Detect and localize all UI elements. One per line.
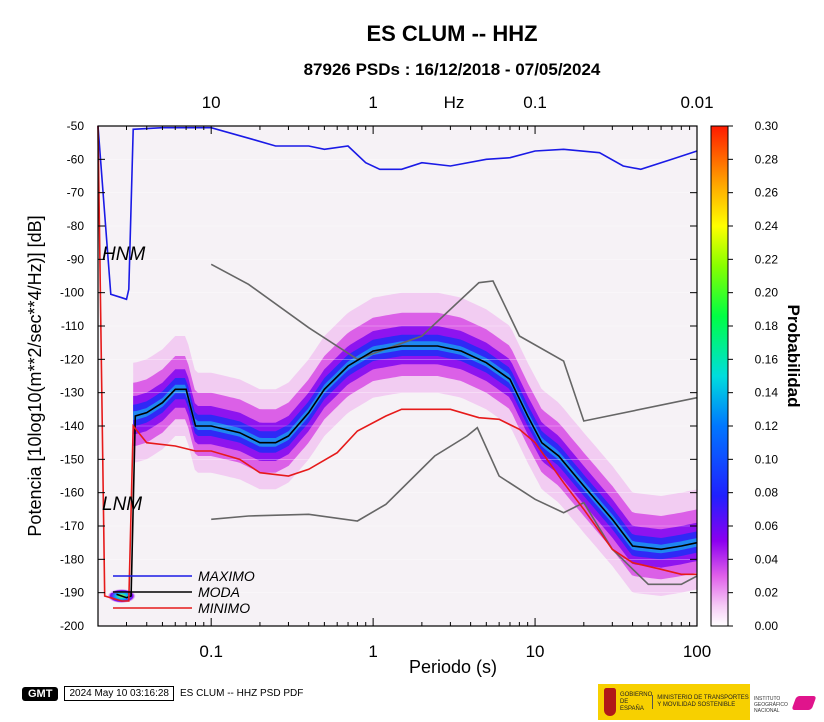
x-tick-label: 1 <box>368 642 377 661</box>
ign-name: INSTITUTO GEOGRÁFICO NACIONAL <box>754 696 788 714</box>
series-moda-line <box>116 345 698 599</box>
y-tick-label: -80 <box>67 219 85 233</box>
legend-label-maximo: MAXIMO <box>198 568 255 584</box>
colorbar-tick-label: 0.14 <box>755 386 779 400</box>
y-tick-label: -180 <box>60 552 84 566</box>
chart-title: ES CLUM -- HHZ <box>366 21 537 46</box>
axes: 0.1 1 10 100 10 1 0.1 0.01 -200 -190 -180 -170 -160 -… <box>60 93 714 661</box>
coat-of-arms-icon <box>604 688 616 716</box>
y-axis-label: Potencia [10log10(m**2/sec**4/Hz)] [dB] <box>25 215 45 536</box>
colorbar-tick-label: 0.10 <box>755 452 779 466</box>
top-tick-label: 10 <box>202 93 221 112</box>
series-maximo-line <box>97 125 698 301</box>
x-tick-label: 100 <box>683 642 711 661</box>
colorbar-tick-label: 0.28 <box>755 152 779 166</box>
colorbar-tick-label: 0.08 <box>755 486 779 500</box>
timestamp: 2024 May 10 03:16:28 <box>64 686 174 701</box>
legend-label-minimo: MINIMO <box>198 600 250 616</box>
colorbar-tick-label: 0.20 <box>755 286 779 300</box>
y-tick-label: -170 <box>60 519 84 533</box>
colorbar-tick-label: 0.02 <box>755 586 779 600</box>
y-tick-label: -120 <box>60 352 84 366</box>
y-tick-label: -130 <box>60 386 84 400</box>
top-tick-label: 0.1 <box>523 93 547 112</box>
colorbar-tick-label: 0.12 <box>755 419 779 433</box>
hnm-label: HNM <box>102 244 145 265</box>
top-tick-label: 1 <box>368 93 377 112</box>
legend: MAXIMO MODA MINIMO <box>113 568 255 616</box>
ign-logo: INSTITUTO GEOGRÁFICO NACIONAL <box>750 684 824 720</box>
y-tick-label: -110 <box>61 319 84 333</box>
ministry-name: MINISTERIO DE TRANSPORTES Y MOVILIDAD SO… <box>652 695 750 709</box>
hnm-curve <box>210 263 698 422</box>
colorbar-tick-label: 0.04 <box>755 552 779 566</box>
y-tick-label: -50 <box>67 119 85 133</box>
colorbar-tick-label: 0.06 <box>755 519 779 533</box>
colorbar-tick-label: 0.24 <box>755 219 779 233</box>
series-lines <box>97 125 698 602</box>
y-tick-label: -70 <box>67 186 85 200</box>
y-tick-label: -160 <box>60 486 84 500</box>
top-axis-hz-label: Hz <box>444 93 465 112</box>
gov-line2: DE ESPAÑA <box>619 698 644 712</box>
colorbar-label: Probabilidad <box>784 305 803 408</box>
y-tick-label: -100 <box>60 286 84 300</box>
gov-line1: GOBIERNO <box>619 691 653 698</box>
pdf-density-band <box>133 334 697 560</box>
chart-subtitle: 87926 PSDs : 16/12/2018 - 07/05/2024 <box>304 60 601 79</box>
government-logo: GOBIERNO DE ESPAÑA MINISTERIO DE TRANSPO… <box>598 684 750 720</box>
footer-caption: ES CLUM -- HHZ PSD PDF <box>179 688 304 699</box>
colorbar-tick-label: 0.26 <box>755 186 779 200</box>
y-tick-label: -190 <box>60 586 84 600</box>
y-tick-label: -150 <box>60 452 84 466</box>
gov-name: GOBIERNO DE ESPAÑA <box>620 692 652 713</box>
colorbar-tick-label: 0.18 <box>755 319 779 333</box>
footer: GMT 2024 May 10 03:16:28 ES CLUM -- HHZ … <box>22 686 303 701</box>
y-tick-label: -90 <box>67 252 85 266</box>
legend-label-moda: MODA <box>198 584 240 600</box>
series-minimo-line <box>97 125 697 602</box>
x-tick-label: 10 <box>526 642 545 661</box>
top-tick-label: 0.01 <box>680 93 713 112</box>
y-tick-label: -200 <box>60 619 84 633</box>
lnm-label: LNM <box>102 494 142 515</box>
colorbar-tick-label: 0.30 <box>755 119 779 133</box>
colorbar <box>710 125 729 627</box>
noise-models <box>210 263 698 586</box>
x-tick-label: 0.1 <box>199 642 223 661</box>
gmt-logo: GMT <box>22 686 59 701</box>
x-axis-label: Periodo (s) <box>409 657 497 677</box>
colorbar-tick-label: 0.16 <box>755 352 779 366</box>
probability-density-heatmap <box>107 292 697 603</box>
lnm-curve <box>211 426 698 586</box>
colorbar-ticks: 0.00 0.02 0.04 0.06 0.08 0.10 0.12 0.14 0.16 0.18… <box>728 119 778 633</box>
plot-frame <box>97 125 698 627</box>
colorbar-tick-label: 0.22 <box>755 252 779 266</box>
y-tick-label: -60 <box>67 152 85 166</box>
colorbar-tick-label: 0.00 <box>755 619 779 633</box>
ign-mark-icon <box>791 696 817 710</box>
y-tick-label: -140 <box>60 419 84 433</box>
